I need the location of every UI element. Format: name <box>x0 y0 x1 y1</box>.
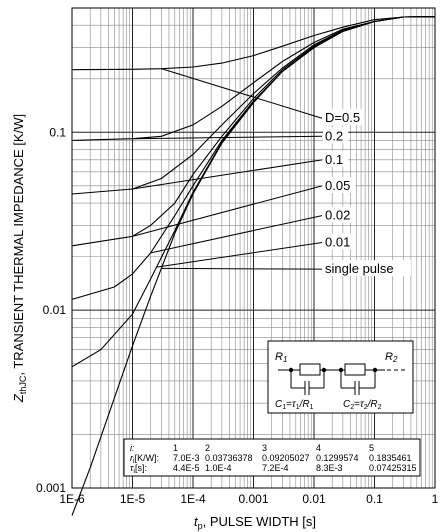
x-tick-label: 1E-5 <box>120 492 146 506</box>
r2-label: R2 <box>385 351 398 364</box>
series-label-3: 0.05 <box>325 178 350 193</box>
series-line-6 <box>71 16 436 516</box>
series-label-bg-3 <box>323 176 355 193</box>
c2-label: C2=τ2/R2 <box>343 399 382 411</box>
circuit-nodes <box>288 367 378 373</box>
y-axis-label: ZthJC, TRANSIENT THERMAL IMPEDANCE [K/W] <box>11 114 28 403</box>
series-label-0: D=0.5 <box>325 110 360 125</box>
table-header-1: 1 <box>173 443 178 453</box>
x-tick-label: 1E-6 <box>59 492 85 506</box>
y-axis-sub: thJC <box>18 375 28 394</box>
circuit-box <box>267 340 414 414</box>
table-row-r-5: 0.1835461 <box>369 453 412 463</box>
series-callout-line-2 <box>132 159 323 190</box>
series-callout-line-3 <box>132 185 323 237</box>
r1-label: R1 <box>275 351 287 364</box>
series-callout-line-5 <box>156 242 323 268</box>
x-axis-text: , PULSE WIDTH [s] <box>203 514 316 529</box>
table-row-tau-4: 8.3E-3 <box>316 463 343 473</box>
x-axis-var: t <box>194 514 199 529</box>
series-label-6: single pulse <box>325 261 394 276</box>
y-tick-label: 0.01 <box>43 303 67 317</box>
rc-circuit-inset: R1 R2 C1=τ1/R1 C2=τ2/R2 <box>267 340 414 414</box>
x-tick-label: 0.01 <box>302 492 326 506</box>
x-tick-labels: 1E-6 1E-5 1E-4 0.001 0.01 0.1 1 <box>59 492 438 506</box>
y-tick-labels: 0.001 0.01 0.1 <box>36 125 66 495</box>
table-row-tau-3: 7.2E-4 <box>262 463 289 473</box>
series-label-4: 0.02 <box>325 208 350 223</box>
table-row-tau-5: 0.07425315 <box>369 463 417 473</box>
table-row-r-1: 7.0E-3 <box>173 453 200 463</box>
table-row-r-label: ri[K/W]: <box>130 453 159 465</box>
y-tick-label: 0.1 <box>49 125 66 139</box>
x-tick-label: 0.001 <box>238 492 268 506</box>
c1-label: C1=τ1/R1 <box>275 399 314 411</box>
table-box <box>123 438 421 477</box>
series-label-1: 0.2 <box>325 128 343 143</box>
series-label-bg-2 <box>323 150 348 167</box>
series-label-bg-4 <box>323 206 355 223</box>
series-label-bg-1 <box>323 127 348 144</box>
x-tick-label: 0.1 <box>366 492 383 506</box>
table-row-tau-2: 1.0E-4 <box>205 463 232 473</box>
table-header-i: i: <box>130 443 135 453</box>
series-callout-line-6 <box>161 267 323 270</box>
table-row-r-2: 0.03736378 <box>205 453 253 463</box>
x-tick-label: 1 <box>432 492 439 506</box>
x-axis-sub: p <box>198 521 203 531</box>
x-axis-label: tp, PULSE WIDTH [s] <box>194 514 316 531</box>
table-row-tau-label: τi[s]: <box>130 463 147 475</box>
plot-frame <box>71 7 436 489</box>
x-tick-label: 1E-4 <box>180 492 206 506</box>
series-label-bg-0 <box>323 109 362 126</box>
series-callout-line-4 <box>150 215 323 254</box>
series-callouts: D=0.5 0.2 0.1 0.05 0.02 0.01 single pulse <box>132 68 411 277</box>
y-axis-var: Z <box>11 393 26 403</box>
table-header-2: 2 <box>205 443 210 453</box>
series-callout-line-0 <box>161 68 323 119</box>
series-line-0 <box>71 16 436 71</box>
table-header-5: 5 <box>369 443 374 453</box>
parameter-table: i: 1 2 3 4 5 ri[K/W]: 7.0E-3 0.03736378 … <box>123 438 421 477</box>
series-label-2: 0.1 <box>325 152 343 167</box>
y-axis-text: , TRANSIENT THERMAL IMPEDANCE [K/W] <box>11 114 26 376</box>
table-row-r-3: 0.09205027 <box>262 453 310 463</box>
table-row-tau-1: 4.4E-5 <box>173 463 200 473</box>
series-callout-line-1 <box>132 135 323 140</box>
series-label-5: 0.01 <box>325 235 350 250</box>
table-header-3: 3 <box>262 443 267 453</box>
table-header-4: 4 <box>316 443 321 453</box>
series-label-bg-5 <box>323 233 355 250</box>
series-label-bg-6 <box>323 260 411 277</box>
table-row-r-4: 0.1299574 <box>316 453 359 463</box>
y-tick-label: 0.001 <box>36 481 66 495</box>
series-lines <box>71 16 436 516</box>
circuit-wires <box>278 363 407 395</box>
